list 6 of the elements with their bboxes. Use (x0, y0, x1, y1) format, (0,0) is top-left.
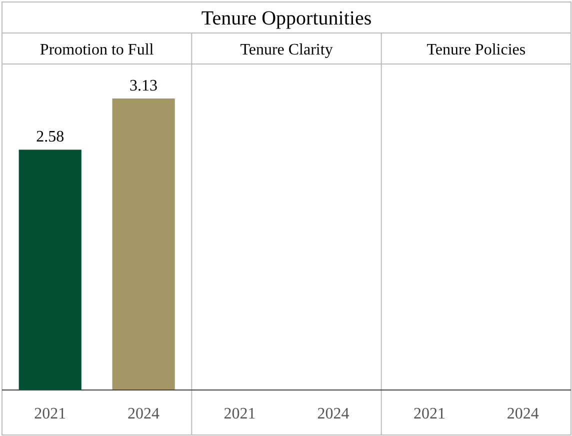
data-label: 3.13 (130, 77, 158, 94)
chart-title: Promotion to Full (40, 42, 154, 58)
data-label: 2.58 (36, 128, 64, 146)
text: Tenure Policies (426, 42, 526, 58)
text: Tenure Clarity (240, 42, 333, 58)
text: Tenure Opportunities (201, 8, 372, 30)
